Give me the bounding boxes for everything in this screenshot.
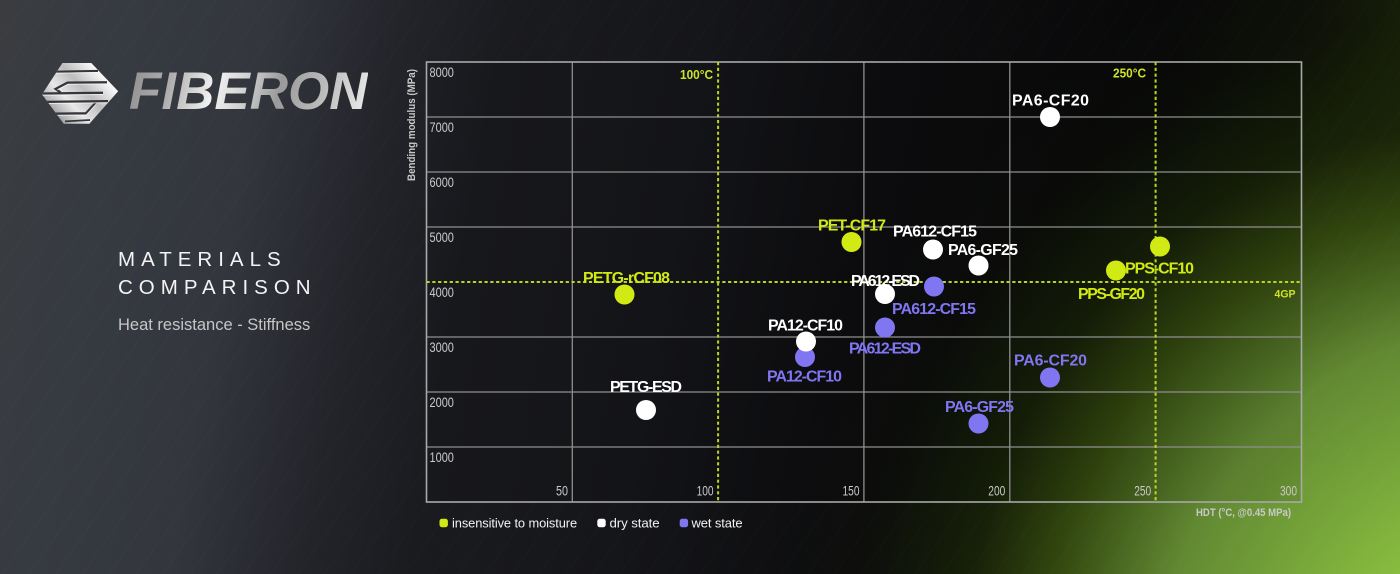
svg-text:HDT (°C, @0.45 MPa): HDT (°C, @0.45 MPa) (1196, 507, 1291, 519)
svg-text:8000: 8000 (430, 64, 455, 80)
svg-text:250°C: 250°C (1113, 67, 1146, 81)
svg-text:PETG-ESD: PETG-ESD (610, 379, 682, 396)
svg-text:PA6-GF25: PA6-GF25 (948, 242, 1018, 259)
svg-text:200: 200 (988, 483, 1005, 499)
svg-text:PA12-CF10: PA12-CF10 (767, 369, 842, 386)
svg-text:100: 100 (697, 483, 714, 499)
svg-text:PETG-rCF08: PETG-rCF08 (583, 270, 670, 287)
svg-text:PPS-CF10: PPS-CF10 (1125, 261, 1194, 278)
svg-text:PA6-GF25: PA6-GF25 (945, 399, 1014, 416)
svg-text:150: 150 (843, 483, 860, 499)
svg-text:PA6-CF20: PA6-CF20 (1014, 353, 1087, 370)
svg-text:100°C: 100°C (680, 68, 713, 82)
svg-text:4000: 4000 (430, 284, 455, 300)
svg-text:1000: 1000 (430, 449, 455, 465)
svg-text:PA612-ESD: PA612-ESD (849, 341, 921, 358)
svg-text:insensitive to moisture: insensitive to moisture (452, 516, 577, 531)
svg-text:6000: 6000 (430, 174, 455, 190)
svg-text:300: 300 (1280, 483, 1297, 499)
svg-text:7000: 7000 (430, 119, 455, 135)
svg-text:4GP: 4GP (1275, 289, 1296, 301)
svg-text:PA612-CF15: PA612-CF15 (892, 301, 976, 318)
svg-text:PPS-GF20: PPS-GF20 (1078, 286, 1145, 303)
svg-text:250: 250 (1134, 483, 1151, 499)
svg-text:dry state: dry state (610, 516, 660, 531)
svg-text:2000: 2000 (430, 394, 455, 410)
svg-text:Bending modulus (MPa): Bending modulus (MPa) (406, 69, 418, 181)
svg-text:50: 50 (556, 483, 568, 499)
svg-text:PA612-ESD: PA612-ESD (851, 273, 920, 290)
svg-text:wet state: wet state (691, 516, 743, 531)
svg-text:PET-CF17: PET-CF17 (818, 218, 886, 235)
svg-text:3000: 3000 (430, 339, 455, 355)
svg-text:PA612-CF15: PA612-CF15 (893, 224, 977, 241)
svg-text:PA12-CF10: PA12-CF10 (768, 318, 843, 335)
svg-text:5000: 5000 (430, 229, 455, 245)
svg-text:PA6-CF20: PA6-CF20 (1012, 93, 1089, 110)
